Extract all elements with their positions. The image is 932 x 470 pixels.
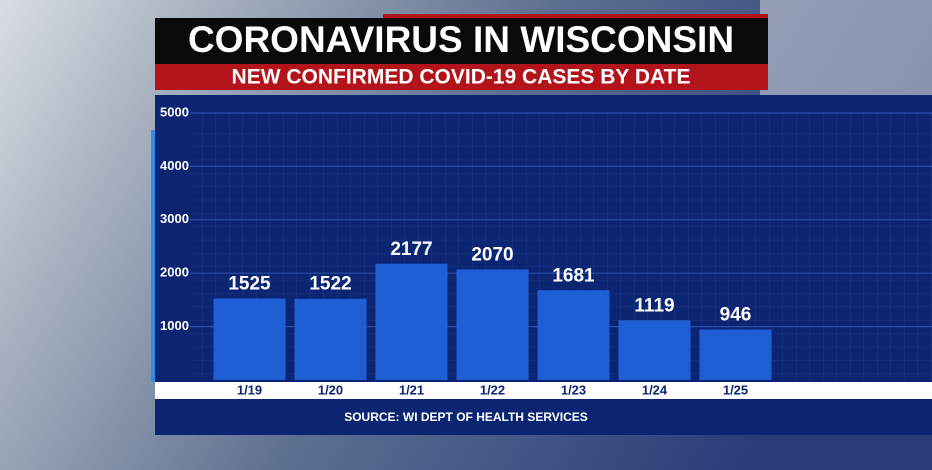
chart-title: CORONAVIRUS IN WISCONSIN bbox=[188, 19, 734, 60]
source-note: SOURCE: WI DEPT OF HEALTH SERVICES bbox=[344, 410, 588, 424]
y-tick-label: 5000 bbox=[160, 104, 189, 119]
subtitle-box bbox=[155, 64, 768, 90]
bar bbox=[456, 269, 529, 380]
x-tick-label: 1/25 bbox=[723, 382, 748, 397]
value-label: 2177 bbox=[390, 239, 432, 260]
y-tick-label: 2000 bbox=[160, 265, 189, 280]
y-tick-label: 1000 bbox=[160, 318, 189, 333]
x-tick-label: 1/20 bbox=[318, 382, 343, 397]
value-label: 946 bbox=[720, 304, 752, 325]
x-tick-label: 1/19 bbox=[237, 382, 262, 397]
bar bbox=[537, 290, 610, 380]
value-label: 1522 bbox=[309, 274, 351, 295]
photo-backdrop bbox=[760, 0, 932, 95]
title-accent bbox=[383, 14, 768, 20]
title-box bbox=[155, 18, 768, 64]
chart-subtitle: NEW CONFIRMED COVID-19 CASES BY DATE bbox=[232, 66, 691, 89]
x-tick-label: 1/21 bbox=[399, 382, 424, 397]
panel-accent bbox=[151, 130, 155, 382]
value-label: 2070 bbox=[471, 244, 513, 265]
bar bbox=[375, 263, 448, 380]
x-axis-strip bbox=[155, 382, 932, 399]
bar bbox=[294, 298, 367, 380]
value-label: 1119 bbox=[634, 295, 674, 316]
value-label: 1525 bbox=[228, 274, 271, 295]
bar bbox=[699, 329, 772, 380]
x-tick-label: 1/23 bbox=[561, 382, 586, 397]
bar bbox=[213, 298, 286, 380]
y-tick-label: 4000 bbox=[160, 158, 189, 173]
x-tick-label: 1/22 bbox=[480, 382, 505, 397]
value-label: 1681 bbox=[552, 265, 595, 286]
bar bbox=[618, 320, 691, 380]
x-tick-label: 1/24 bbox=[642, 382, 668, 397]
y-tick-label: 3000 bbox=[160, 211, 189, 226]
